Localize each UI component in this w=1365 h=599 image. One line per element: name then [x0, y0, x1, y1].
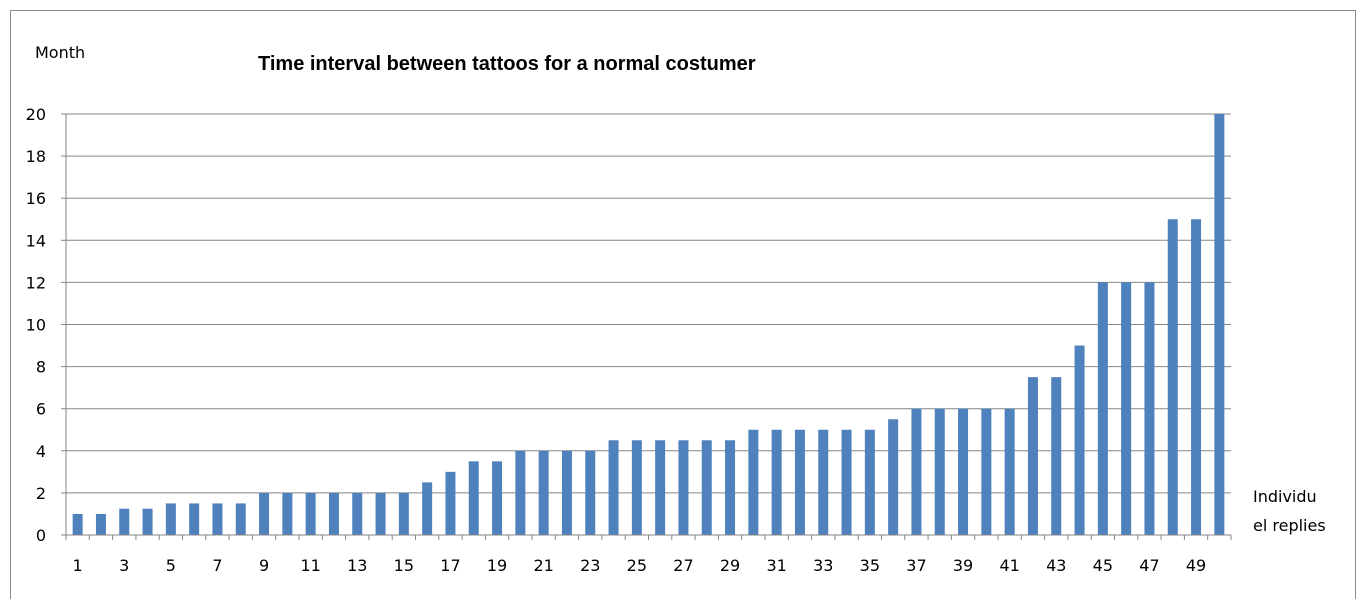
bar [328, 492, 339, 535]
bar [445, 471, 456, 535]
bar [538, 450, 549, 535]
y-axis-label: Month [35, 43, 85, 62]
bar [305, 492, 316, 535]
bar [585, 450, 596, 535]
x-tick-label: 9 [259, 556, 269, 575]
y-tick-label: 4 [36, 442, 46, 461]
bar [189, 503, 200, 535]
x-tick-label: 3 [119, 556, 129, 575]
bar [958, 408, 969, 535]
x-tick-label: 21 [533, 556, 553, 575]
bar [701, 440, 712, 535]
bar [1074, 345, 1085, 535]
bar [468, 461, 479, 535]
x-tick-label: 11 [300, 556, 320, 575]
axes [65, 114, 1232, 540]
bar [818, 429, 829, 535]
x-tick-labels: 1 3 5 7 9 11 13 15 17 19 21 23 25 27 29 31 33 35 37 39 41 43 4… [73, 556, 1207, 575]
x-tick-label: 43 [1046, 556, 1066, 575]
bar [748, 429, 759, 535]
x-tick-label: 23 [580, 556, 600, 575]
x-tick-label: 25 [627, 556, 647, 575]
x-tick-label: 37 [906, 556, 926, 575]
bar [1097, 282, 1108, 535]
bar [375, 492, 386, 535]
bar [352, 492, 363, 535]
bar [515, 450, 526, 535]
y-tick-label: 0 [36, 526, 46, 545]
y-tick-label: 18 [26, 147, 46, 166]
bar [794, 429, 805, 535]
bar [841, 429, 852, 535]
bar [1027, 377, 1038, 536]
x-tick-label: 49 [1186, 556, 1206, 575]
x-tick-label: 41 [999, 556, 1019, 575]
bar [608, 440, 619, 535]
x-tick-label: 47 [1139, 556, 1159, 575]
bar [282, 492, 293, 535]
y-tick-label: 10 [26, 316, 46, 335]
y-tick-label: 6 [36, 400, 46, 419]
bar [72, 513, 83, 535]
x-tick-label: 15 [394, 556, 414, 575]
bar [1191, 219, 1202, 535]
bar [1051, 377, 1062, 536]
x-tick-label: 31 [766, 556, 786, 575]
bar [561, 450, 572, 535]
x-tick-label: 1 [73, 556, 83, 575]
bar [398, 492, 409, 535]
bar [422, 482, 433, 536]
y-tick-label: 20 [26, 105, 46, 124]
y-tick-label: 12 [26, 273, 46, 292]
y-tick-label: 14 [26, 231, 46, 250]
bar [235, 503, 246, 535]
chart-title: Time interval between tattoos for a norm… [258, 53, 756, 75]
bar [981, 408, 992, 535]
y-tick-label: 8 [36, 358, 46, 377]
bar [119, 508, 130, 535]
bar [1144, 282, 1155, 535]
bar [95, 513, 106, 535]
x-tick-label: 5 [166, 556, 176, 575]
y-tick-label: 16 [26, 189, 46, 208]
x-tick-label: 17 [440, 556, 460, 575]
x-axis-label-line2: el replies [1253, 516, 1326, 535]
bar [1214, 114, 1225, 535]
bar [725, 440, 736, 535]
bar [142, 508, 153, 535]
x-tick-label: 33 [813, 556, 833, 575]
x-tick-label: 35 [860, 556, 880, 575]
x-tick-label: 39 [953, 556, 973, 575]
bar [1121, 282, 1132, 535]
bar [771, 429, 782, 535]
bar [911, 408, 922, 535]
x-tick-label: 27 [673, 556, 693, 575]
x-axis-label-line1: Individu [1253, 487, 1317, 506]
bar [888, 419, 899, 535]
bar [212, 503, 223, 535]
bar [1004, 408, 1015, 535]
x-tick-label: 29 [720, 556, 740, 575]
x-tick-label: 13 [347, 556, 367, 575]
bar [864, 429, 875, 535]
bar [1167, 219, 1178, 535]
x-tick-label: 7 [212, 556, 222, 575]
y-tick-label: 2 [36, 484, 46, 503]
bar [678, 440, 689, 535]
x-tick-label: 45 [1093, 556, 1113, 575]
bar [655, 440, 666, 535]
bar [492, 461, 503, 535]
bars [72, 114, 1225, 536]
bar [631, 440, 642, 535]
bar [259, 492, 270, 535]
x-tick-label: 19 [487, 556, 507, 575]
bar [934, 408, 945, 535]
bar [165, 503, 176, 535]
y-tick-labels: 0 2 4 6 8 10 12 14 16 18 20 [26, 105, 46, 545]
